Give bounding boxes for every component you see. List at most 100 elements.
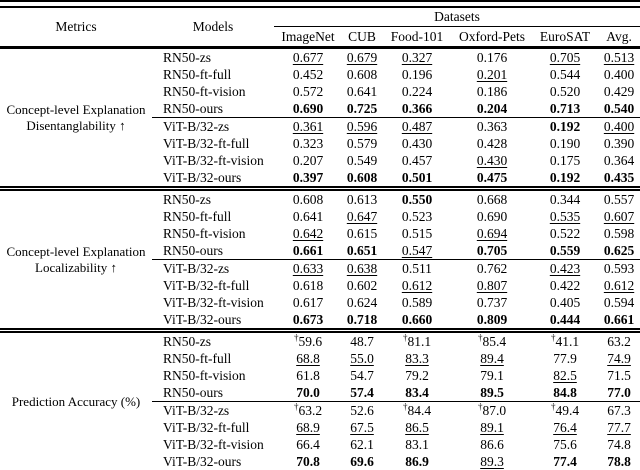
value-cell: 0.596 xyxy=(342,117,382,135)
value-cell: 89.4 xyxy=(452,350,532,367)
table-row: RN50-ours 0.690 0.725 0.366 0.204 0.713 0.540 xyxy=(0,100,640,118)
value-cell: 0.608 xyxy=(342,169,382,189)
value-text: 77.7 xyxy=(607,420,631,435)
value-cell: 78.8 xyxy=(598,453,640,470)
value-cell: 0.705 xyxy=(532,48,598,67)
value-text: 0.400 xyxy=(603,119,635,134)
metric-label-line: Disentanglability ↑ xyxy=(26,117,126,133)
value-text: †49.4 xyxy=(550,401,580,418)
table-row: ViT-B/32-zs 0.633 0.638 0.511 0.762 0.423 0.59… xyxy=(0,259,640,277)
value-cell: 83.3 xyxy=(382,350,452,367)
value-text: 77.4 xyxy=(553,454,577,469)
value-cell: 0.428 xyxy=(452,135,532,152)
value-cell: 0.547 xyxy=(382,242,452,260)
value-cell: †63.2 xyxy=(274,401,342,419)
value-cell: 0.557 xyxy=(598,186,640,208)
value-text: 0.323 xyxy=(292,136,324,151)
table-row: ViT-B/32-ft-vision 66.4 62.1 83.1 86.6 75.6 74… xyxy=(0,436,640,453)
table-row: RN50-ft-full 0.452 0.608 0.196 0.201 0.544 0.4… xyxy=(0,66,640,83)
value-cell: 75.6 xyxy=(532,436,598,453)
table-row: Concept-level Explanation Disentanglabili… xyxy=(0,48,640,133)
dataset-column-header-avg: Avg. xyxy=(598,26,640,49)
value-text: 0.344 xyxy=(549,192,581,207)
value-cell: 0.572 xyxy=(274,83,342,100)
value-text: 0.423 xyxy=(549,261,581,276)
value-text: 86.9 xyxy=(405,454,429,469)
value-cell: 0.608 xyxy=(274,186,342,208)
value-text: 0.192 xyxy=(549,119,581,134)
dagger-marker: † xyxy=(402,401,408,412)
table-body: Concept-level Explanation Disentanglabili… xyxy=(0,48,640,470)
value-cell: 0.625 xyxy=(598,242,640,260)
value-cell: 0.602 xyxy=(342,277,382,294)
value-cell: 0.400 xyxy=(598,117,640,135)
value-cell: 0.612 xyxy=(598,277,640,294)
table-row: Prediction Accuracy (%) RN50-zs †59.6 48.7 †… xyxy=(0,328,640,470)
value-text: 0.694 xyxy=(476,226,508,241)
value-text: 0.535 xyxy=(549,209,581,224)
value-text: 0.807 xyxy=(476,278,508,293)
value-cell: 83.4 xyxy=(382,384,452,402)
model-name: ViT-B/32-ft-vision xyxy=(163,295,264,310)
value-text: 0.559 xyxy=(549,243,581,258)
value-cell: 0.641 xyxy=(274,208,342,225)
value-text: 0.725 xyxy=(346,101,378,116)
value-cell: 0.363 xyxy=(452,117,532,135)
value-text: 74.8 xyxy=(607,437,631,452)
value-text: 0.435 xyxy=(603,170,635,185)
value-text: 0.737 xyxy=(476,295,508,310)
value-cell: 0.452 xyxy=(274,66,342,83)
model-name: ViT-B/32-ours xyxy=(163,170,242,185)
value-text: 89.3 xyxy=(480,454,504,469)
value-cell: 0.390 xyxy=(598,135,640,152)
value-cell: 0.737 xyxy=(452,294,532,311)
table-row: ViT-B/32-ft-full 68.9 67.5 86.5 89.1 76.4 77.7 xyxy=(0,419,640,436)
value-text: 0.366 xyxy=(401,101,433,116)
value-cell: 0.323 xyxy=(274,135,342,152)
value-cell: 0.589 xyxy=(382,294,452,311)
value-text: 83.3 xyxy=(405,351,429,366)
value-text: 54.7 xyxy=(350,368,374,383)
value-text: 0.660 xyxy=(401,312,433,327)
metrics-column-header: Metrics xyxy=(0,8,152,49)
model-name: RN50-zs xyxy=(152,328,274,350)
value-text: 0.523 xyxy=(401,209,433,224)
model-name: RN50-ours xyxy=(163,243,223,258)
value-text: 77.0 xyxy=(607,385,631,400)
value-cell: 83.1 xyxy=(382,436,452,453)
value-cell: 0.190 xyxy=(532,135,598,152)
value-text: 0.589 xyxy=(401,295,433,310)
value-cell: 79.2 xyxy=(382,367,452,384)
value-cell: 0.725 xyxy=(342,100,382,118)
value-cell: 0.429 xyxy=(598,83,640,100)
value-text: 0.422 xyxy=(549,278,581,293)
value-text: 0.224 xyxy=(401,84,433,99)
value-cell: 0.762 xyxy=(452,259,532,277)
value-cell: 0.224 xyxy=(382,83,452,100)
value-cell: 89.5 xyxy=(452,384,532,402)
value-text: 0.544 xyxy=(549,67,581,82)
table-top-double-rule xyxy=(0,0,640,8)
value-cell: 79.1 xyxy=(452,367,532,384)
value-cell: 0.617 xyxy=(274,294,342,311)
value-text: 0.204 xyxy=(476,101,508,116)
value-text: 86.5 xyxy=(405,420,429,435)
model-name: RN50-ft-vision xyxy=(163,84,246,99)
value-text: 0.607 xyxy=(603,209,635,224)
value-cell: 89.1 xyxy=(452,419,532,436)
value-cell: 0.612 xyxy=(382,277,452,294)
table-row: ViT-B/32-ft-vision 0.207 0.549 0.457 0.430 0.… xyxy=(0,152,640,169)
value-cell: 0.475 xyxy=(452,169,532,189)
dataset-column-header-imagenet: ImageNet xyxy=(274,26,342,49)
value-cell: 82.5 xyxy=(532,367,598,384)
value-text: 0.673 xyxy=(292,312,324,327)
model-name: RN50-ft-vision xyxy=(163,226,246,241)
value-text: 66.4 xyxy=(296,437,320,452)
value-cell: †41.1 xyxy=(532,328,598,350)
value-text: 0.557 xyxy=(603,192,635,207)
value-cell: 0.661 xyxy=(598,311,640,331)
value-cell: 0.523 xyxy=(382,208,452,225)
value-cell: 62.1 xyxy=(342,436,382,453)
model-name: ViT-B/32-zs xyxy=(152,117,274,135)
